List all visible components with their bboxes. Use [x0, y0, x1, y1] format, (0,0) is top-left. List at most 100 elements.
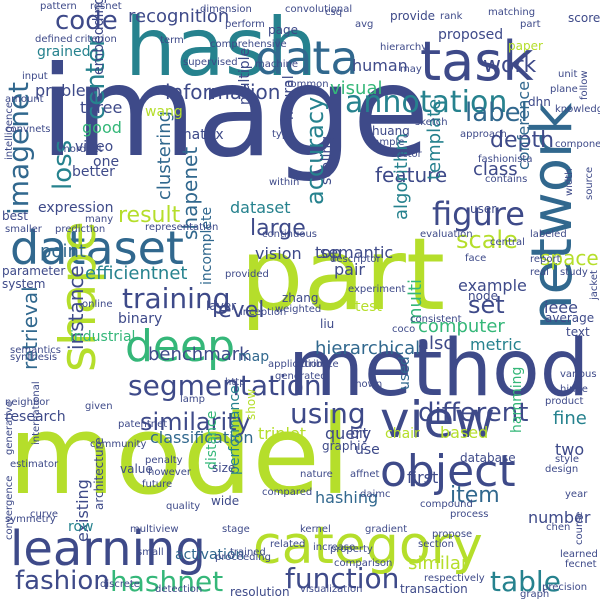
word: also [418, 335, 454, 353]
word: patentnet [118, 420, 167, 430]
word: row [68, 520, 93, 534]
word: component [555, 140, 600, 150]
word: plane [550, 85, 578, 95]
word: test [355, 300, 382, 314]
word: quality [166, 502, 200, 512]
word: nature [300, 470, 333, 480]
word: smaller [5, 225, 42, 235]
word: wang [145, 105, 183, 119]
word: huang [372, 125, 410, 137]
word: curve [30, 510, 58, 520]
word: problem [35, 83, 101, 99]
word: process [450, 510, 488, 520]
word: template [426, 99, 444, 180]
word: average [545, 312, 594, 324]
word: liu [320, 318, 334, 330]
word: node [468, 290, 498, 302]
word: avg [355, 20, 373, 30]
word: approach [460, 130, 507, 140]
word: fashionista [478, 155, 532, 165]
word: scaling [320, 136, 334, 185]
word: intelligence [5, 102, 15, 160]
word: trained [230, 548, 266, 558]
word: various [560, 370, 597, 380]
word: face [465, 254, 486, 264]
word: user [470, 203, 496, 215]
word: dhn [528, 96, 551, 108]
word: fashion [15, 568, 110, 594]
word: community [90, 440, 146, 450]
word: defined [35, 35, 73, 45]
word: proposed [438, 28, 503, 42]
word: part [520, 20, 541, 30]
word: zhang [282, 292, 318, 304]
word: study [560, 268, 588, 278]
word: criterion [75, 35, 117, 45]
word: term [160, 36, 184, 46]
word: comprehensive [210, 40, 287, 50]
word: representation [145, 223, 218, 233]
word: csq [325, 8, 342, 18]
word: supervised [183, 58, 238, 68]
word: chair [385, 427, 420, 441]
word: compound [420, 500, 473, 510]
word: page [268, 24, 298, 36]
word: database [460, 452, 516, 464]
word: hamming [510, 367, 524, 433]
word: sketch [415, 118, 448, 128]
word: weighted [275, 305, 321, 315]
word: industrial [70, 330, 135, 344]
word: related [270, 540, 305, 550]
word: gradient [365, 525, 407, 535]
word: hierarchical [315, 340, 420, 358]
word: evaluation [420, 230, 473, 240]
word: mordnet [60, 145, 103, 155]
word: propose [432, 530, 472, 540]
word: year [565, 490, 587, 500]
word: matrix [178, 128, 224, 142]
word: central [490, 238, 525, 248]
word: prediction [55, 225, 105, 235]
word: machine [255, 60, 298, 70]
word: score [568, 12, 600, 24]
word: rank [440, 12, 462, 22]
word: daimc [360, 490, 391, 500]
word: comparison [334, 559, 392, 569]
word: wide [211, 495, 239, 507]
word: common [285, 80, 329, 90]
word: property [330, 545, 373, 555]
word: future [142, 480, 172, 490]
word: clustering [156, 111, 174, 200]
word: multiple [238, 48, 252, 105]
word: transaction [400, 583, 468, 595]
word: style [555, 455, 579, 465]
word: small [137, 548, 164, 558]
word: fecnet [565, 560, 597, 570]
word: kernel [300, 525, 331, 535]
word: fine [553, 410, 587, 428]
word: information [165, 82, 280, 102]
word: coco [392, 325, 415, 335]
word: system [2, 278, 45, 290]
word: perform [225, 20, 265, 30]
word: paper [508, 40, 543, 52]
word: dimension [200, 5, 252, 15]
word: based [440, 425, 488, 441]
word: detection [155, 585, 202, 595]
word: layer [206, 300, 236, 312]
word: generative [5, 401, 15, 455]
word: vector [390, 150, 422, 160]
word: follow [580, 71, 590, 101]
word: width [565, 168, 575, 196]
word: graphic [322, 440, 367, 452]
word: report [530, 255, 561, 265]
word: shown [350, 380, 382, 390]
word: convolutional [285, 5, 352, 15]
word: synthesis [10, 353, 57, 363]
word: convergence [5, 476, 15, 540]
word: text [566, 326, 590, 338]
word: design [545, 465, 578, 475]
word: similar [408, 555, 468, 573]
word: penalty [145, 456, 183, 466]
word: sample [368, 138, 404, 148]
